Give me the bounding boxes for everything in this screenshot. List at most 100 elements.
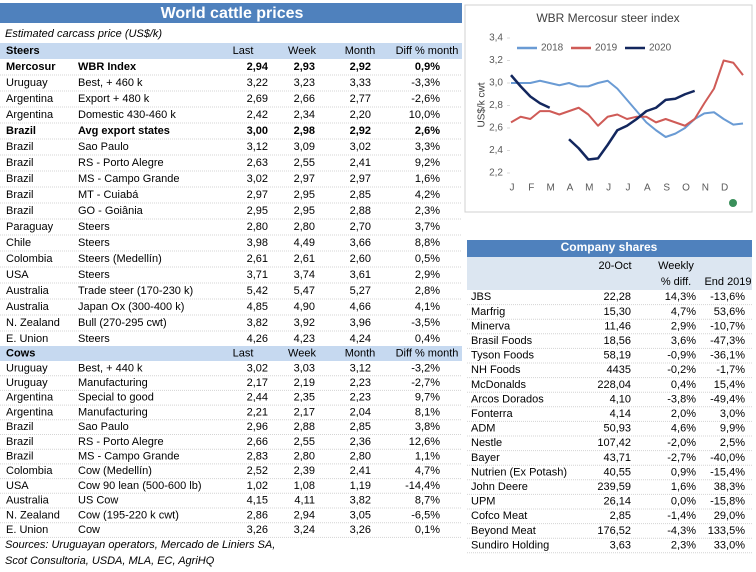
cell-value: 3,0% <box>720 408 745 420</box>
company-name: NH Foods <box>471 364 521 376</box>
legend-label: 2018 <box>541 43 564 54</box>
cell-value: 3,03 <box>294 362 315 374</box>
cell-value: 2,23 <box>350 392 371 404</box>
cell-value: 3,63 <box>610 539 631 551</box>
row-label: Steers <box>78 237 110 249</box>
y-tick-label: 2,6 <box>489 123 503 134</box>
cell-value: -36,1% <box>710 350 745 362</box>
cell-value: 2,97 <box>247 189 268 201</box>
company-name: Brasil Foods <box>471 335 533 347</box>
cell-value: 239,59 <box>597 481 631 493</box>
cell-value: 2,6% <box>415 125 440 137</box>
cell-value: 3,23 <box>294 77 315 89</box>
company-name: Tyson Foods <box>471 350 534 362</box>
cell-value: 58,19 <box>603 350 631 362</box>
cell-value: 15,30 <box>603 306 631 318</box>
column-header: Month <box>345 45 376 57</box>
cell-value: -49,4% <box>710 393 745 405</box>
cell-value: 2,39 <box>294 465 315 477</box>
series-line <box>510 74 696 161</box>
cell-value: 1,08 <box>294 480 315 492</box>
x-tick-label: A <box>567 183 574 194</box>
cell-value: 4,66 <box>350 301 371 313</box>
cell-value: 2,97 <box>350 173 371 185</box>
company-name: Bayer <box>471 452 500 464</box>
cell-value: 2,88 <box>350 205 371 217</box>
column-header: Week <box>288 45 316 57</box>
cell-value: 4,2% <box>415 189 440 201</box>
cell-value: 2,85 <box>350 189 371 201</box>
cell-value: 4435 <box>607 364 631 376</box>
row-label: Domestic 430-460 k <box>78 109 176 121</box>
cell-value: -15,8% <box>710 496 745 508</box>
row-label: Uruguay <box>6 377 48 389</box>
cell-value: 133,5% <box>708 525 746 537</box>
x-tick-label: J <box>510 183 515 194</box>
row-label: Sao Paulo <box>78 141 129 153</box>
row-label: Cow 90 lean (500-600 lb) <box>78 480 202 492</box>
cell-value: 2,77 <box>350 93 371 105</box>
cell-value: 9,9% <box>720 423 745 435</box>
row-label: USA <box>6 480 29 492</box>
y-tick-label: 2,8 <box>489 100 503 111</box>
cell-value: 4,11 <box>294 495 315 507</box>
row-label: Sao Paulo <box>78 421 129 433</box>
cell-value: -0,9% <box>667 350 696 362</box>
cell-value: 3,3% <box>415 141 440 153</box>
column-header: Weekly <box>658 260 694 272</box>
company-name: UPM <box>471 496 495 508</box>
cell-value: -0,2% <box>667 364 696 376</box>
row-label: Argentina <box>6 392 54 404</box>
cell-value: 0,0% <box>671 496 696 508</box>
cell-value: 4,1% <box>415 301 440 313</box>
section-name: Cows <box>6 347 35 359</box>
cell-value: 2,80 <box>294 450 315 462</box>
row-label: Uruguay <box>6 77 48 89</box>
row-label: USA <box>6 269 29 281</box>
cell-value: 2,0% <box>671 408 696 420</box>
cell-value: 0,5% <box>415 253 440 265</box>
x-tick-label: J <box>626 183 631 194</box>
cell-value: 8,7% <box>415 495 440 507</box>
sources-note: Scot Consultoria, USDA, MLA, EC, AgriHQ <box>5 555 215 567</box>
company-name: John Deere <box>471 481 528 493</box>
row-label: MS - Campo Grande <box>78 173 179 185</box>
cell-value: 14,3% <box>665 291 696 303</box>
row-label: Brazil <box>6 157 34 169</box>
row-label: Brazil <box>6 125 36 137</box>
cell-value: 15,4% <box>714 379 745 391</box>
section-header-bg <box>0 43 462 59</box>
column-header: Last <box>233 45 254 57</box>
cell-value: 3,98 <box>247 237 268 249</box>
cell-value: 176,52 <box>597 525 631 537</box>
cell-value: 0,4% <box>671 379 696 391</box>
cell-value: 2,93 <box>294 61 315 73</box>
cell-value: 8,1% <box>415 406 440 418</box>
cell-value: 2,17 <box>247 377 268 389</box>
cell-value: -6,5% <box>411 509 440 521</box>
cell-value: 2,52 <box>247 465 268 477</box>
cell-value: -3,8% <box>667 393 696 405</box>
cell-value: 4,90 <box>294 301 315 313</box>
table-title: World cattle prices <box>161 5 304 22</box>
x-tick-label: M <box>546 183 554 194</box>
legend-label: 2019 <box>595 43 618 54</box>
cell-value: 2,8% <box>415 285 440 297</box>
cell-value: 0,9% <box>671 466 696 478</box>
chart-frame <box>464 4 753 213</box>
y-tick-label: 3,2 <box>489 55 503 66</box>
company-name: Nestle <box>471 437 502 449</box>
cell-value: 2,80 <box>294 221 315 233</box>
cell-value: 4,6% <box>671 423 696 435</box>
cell-value: 5,42 <box>247 285 268 297</box>
cell-value: 29,0% <box>714 510 745 522</box>
cell-value: 4,85 <box>247 301 268 313</box>
y-tick-label: 3,4 <box>489 33 503 44</box>
row-label: Brazil <box>6 189 34 201</box>
cell-value: 3,71 <box>247 269 268 281</box>
row-label: Chile <box>6 237 31 249</box>
cell-value: 4,15 <box>247 495 268 507</box>
company-name: Minerva <box>471 320 511 332</box>
cell-value: 3,96 <box>350 317 371 329</box>
sources-note: Sources: Uruguayan operators, Mercado de… <box>5 539 275 551</box>
